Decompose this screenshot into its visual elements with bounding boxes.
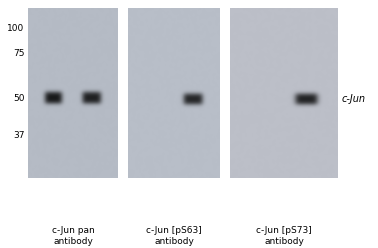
- Text: kDa: kDa: [6, 0, 24, 1]
- Text: c-Jun [pS73]
antibody: c-Jun [pS73] antibody: [256, 226, 312, 246]
- Text: 100: 100: [8, 24, 25, 33]
- Text: 75: 75: [13, 49, 25, 58]
- Text: 2: 2: [191, 0, 197, 1]
- Text: 1: 1: [258, 0, 264, 1]
- Text: c-Jun pan
antibody: c-Jun pan antibody: [52, 226, 94, 246]
- Text: 50: 50: [13, 93, 25, 103]
- Text: c-Jun [pS63]
antibody: c-Jun [pS63] antibody: [146, 226, 202, 246]
- Text: 1: 1: [51, 0, 57, 1]
- Text: 2: 2: [89, 0, 96, 1]
- Text: 2: 2: [304, 0, 310, 1]
- Text: c-Jun: c-Jun: [342, 94, 366, 104]
- Text: 1: 1: [151, 0, 157, 1]
- Text: 37: 37: [13, 131, 25, 140]
